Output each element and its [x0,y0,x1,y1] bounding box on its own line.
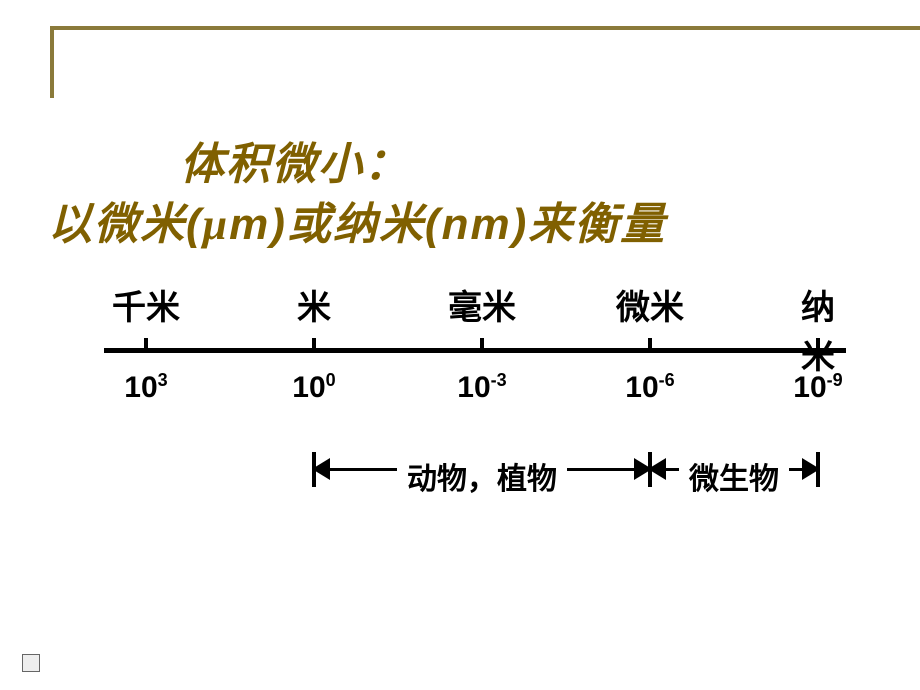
scale-axis [86,334,846,364]
range-bracket: 微生物 [650,448,818,492]
unit-label: 毫米 [448,280,516,329]
scale-value: 10-3 [457,370,506,405]
title-line2-mu: μ [203,200,229,249]
unit-label: 微米 [616,280,684,329]
frame-top-border [50,26,920,30]
range-arrow-right-icon [802,458,820,480]
range-row: 动物，植物微生物 [86,448,846,508]
unit-labels-row: 千米米毫米微米纳米 [86,280,846,330]
axis-tick [312,338,316,353]
scale-diagram: 千米米毫米微米纳米 10310010-310-610-9 动物，植物微生物 [86,280,846,508]
frame-left-border [50,26,54,98]
range-label: 微生物 [679,454,789,498]
value-labels-row: 103 100 10-3 10-6 10-9 [86,370,846,420]
axis-tick [480,338,484,353]
scale-value: 10-9 [793,370,842,405]
title-line-1: 体积微小： [180,128,410,192]
scale-value: 103 [124,370,167,405]
axis-tick [144,338,148,353]
scale-value: 100 [292,370,335,405]
range-label: 动物，植物 [397,454,567,498]
title-line2-rest: m)或纳米(nm)来衡量 [229,200,666,249]
corner-box-icon [22,654,40,672]
range-arrow-left-icon [648,458,666,480]
axis-line [104,348,846,353]
axis-tick [648,338,652,353]
unit-label: 千米 [112,280,180,329]
title-line-2: 以微米(μm)或纳米(nm)来衡量 [48,188,666,252]
scale-value: 10-6 [625,370,674,405]
title-line2-pre: 以微米( [48,200,203,249]
unit-label: 米 [297,280,331,329]
range-bracket: 动物，植物 [314,448,650,492]
axis-tick [816,338,820,353]
range-arrow-left-icon [312,458,330,480]
